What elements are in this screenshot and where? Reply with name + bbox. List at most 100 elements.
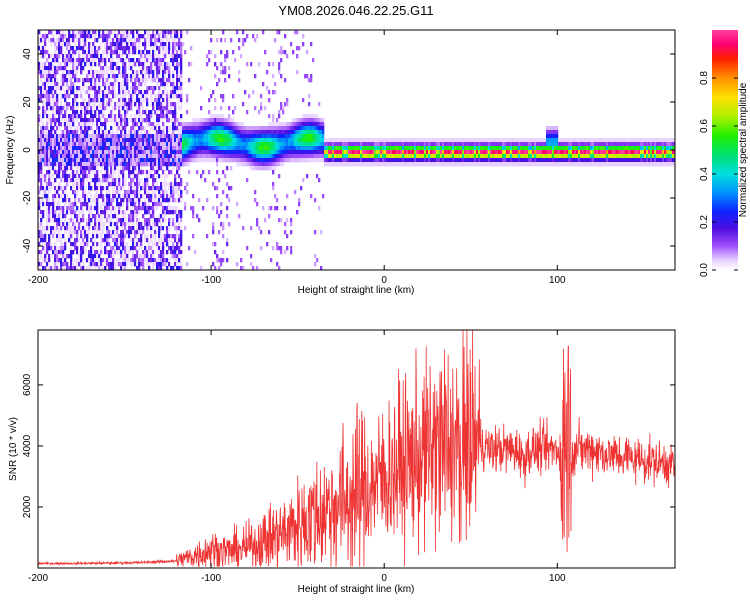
spectrogram-cell (368, 162, 371, 167)
spectrogram-cell (158, 90, 161, 95)
spectrogram-cell (62, 134, 65, 139)
spectrogram-cell (70, 170, 73, 175)
spectrogram-cell (70, 266, 73, 270)
spectrogram-cell (236, 162, 239, 167)
spectrogram-cell (172, 94, 175, 99)
spectrogram-cell (202, 142, 205, 147)
spectrogram-cell (164, 158, 167, 163)
spectrogram-cell (224, 78, 227, 83)
spectrogram-cell (350, 142, 353, 147)
spectrogram-cell (54, 50, 57, 55)
spectrogram-cell (84, 158, 87, 163)
spectrogram-cell (124, 226, 127, 231)
spectrogram-cell (48, 214, 51, 219)
spectrogram-cell (518, 146, 521, 151)
spectrogram-cell (120, 118, 123, 123)
spectrogram-cell (306, 114, 309, 119)
spectrogram-cell (396, 150, 399, 155)
spectrogram-cell (216, 210, 219, 215)
spectrogram-cell (46, 258, 49, 263)
spectrogram-cell (124, 162, 127, 167)
spectrogram-cell (130, 126, 133, 131)
spectrogram-cell (54, 254, 57, 259)
spectrogram-cell (240, 138, 243, 143)
spectrogram-cell (530, 138, 533, 143)
spectrogram-cell (110, 198, 113, 203)
spectrogram-cell (158, 218, 161, 223)
spectrogram-cell (230, 134, 233, 139)
spectrogram-cell (112, 186, 115, 191)
spectrogram-cell (432, 162, 435, 167)
spectrogram-cell (174, 150, 177, 155)
spectrogram-cell (402, 162, 405, 167)
spectrogram-cell (94, 30, 97, 35)
spectrogram-cell (80, 134, 83, 139)
spectrogram-cell (354, 158, 357, 163)
spectrogram-cell (46, 74, 49, 79)
spectrogram-cell (170, 158, 173, 163)
spectrogram-cell (60, 210, 63, 215)
spectrogram-cell (98, 178, 101, 183)
spectrogram-cell (140, 206, 143, 211)
spectrogram-cell (136, 170, 139, 175)
spectrogram-cell (318, 122, 321, 127)
spectrogram-cell (228, 126, 231, 131)
spectrogram-cell (146, 222, 149, 227)
spectrogram-cell (90, 86, 93, 91)
spectrogram-cell (502, 154, 505, 159)
spectrogram-cell (370, 138, 373, 143)
spectrogram-cell (476, 146, 479, 151)
spectrogram-cell (40, 174, 43, 179)
spectrogram-cell (146, 98, 149, 103)
spectrogram-cell (492, 138, 495, 143)
spectrogram-cell (452, 150, 455, 155)
spectrogram-cell (60, 250, 63, 255)
spectrogram-cell (66, 162, 69, 167)
spectrogram-cell (140, 34, 143, 39)
spectrogram-cell (122, 106, 125, 111)
spectrogram-cell (78, 182, 81, 187)
spectrogram-cell (320, 158, 323, 163)
spectrogram-cell (200, 266, 203, 270)
spectrogram-cell (66, 226, 69, 231)
spectrogram-cell (446, 162, 449, 167)
spectrogram-cell (132, 222, 135, 227)
spectrogram-cell (280, 46, 283, 51)
spectrogram-cell (148, 30, 151, 35)
spectrogram-cell (116, 242, 119, 247)
spectrogram-cell (226, 206, 229, 211)
spectrogram-cell (310, 78, 313, 83)
spectrogram-cell (156, 130, 159, 135)
spectrogram-cell (362, 142, 365, 147)
spectrogram-cell (100, 186, 103, 191)
spectrogram-cell (60, 178, 63, 183)
spectrogram-cell (52, 110, 55, 115)
spectrogram-cell (152, 58, 155, 63)
spectrogram-cell (64, 138, 67, 143)
spectrogram-cell (190, 122, 193, 127)
spectrogram-cell (82, 66, 85, 71)
spectrogram-cell (62, 234, 65, 239)
spectrogram-cell (320, 118, 323, 123)
spectrogram-cell (240, 146, 243, 151)
spectrogram-cell (92, 258, 95, 263)
spectrogram-cell (326, 158, 329, 163)
spectrogram-cell (278, 218, 281, 223)
spectrogram-cell (148, 170, 151, 175)
spectrogram-cell (94, 58, 97, 63)
spectrogram-cell (176, 190, 179, 195)
spectrogram-cell (374, 150, 377, 155)
spectrogram-cell (322, 154, 325, 159)
spectrogram-cell (110, 154, 113, 159)
spectrogram-cell (46, 170, 49, 175)
spectrogram-cell (462, 158, 465, 163)
spectrogram-cell (38, 130, 41, 135)
spectrogram-cell (228, 186, 231, 191)
spectrogram-cell (48, 266, 51, 270)
spectrogram-cell (294, 190, 297, 195)
spectrogram-cell (348, 162, 351, 167)
spectrogram-cell (160, 42, 163, 47)
spectrogram-cell (160, 114, 163, 119)
spectrogram-cell (76, 66, 79, 71)
spectrogram-cell (54, 166, 57, 171)
